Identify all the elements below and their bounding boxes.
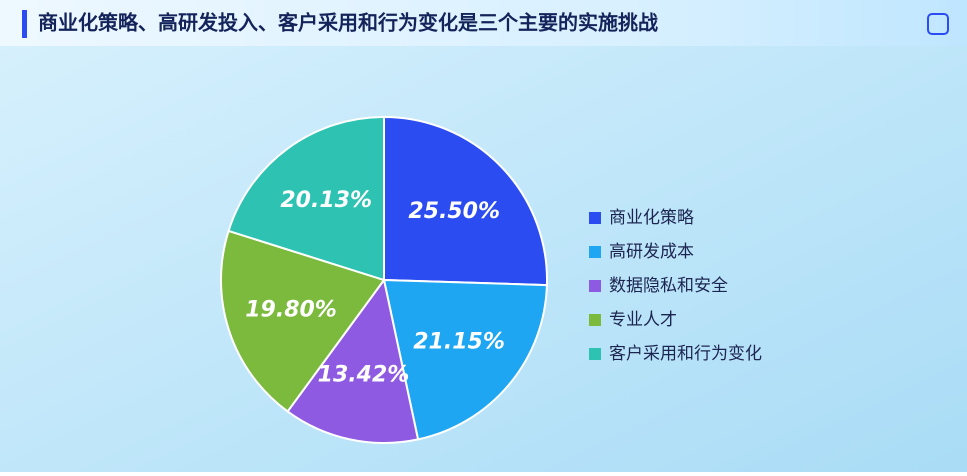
- pie-slice: [382, 278, 548, 441]
- data-label: 25.50%: [408, 199, 500, 224]
- title-accent: [22, 10, 27, 38]
- legend-swatch: [589, 280, 601, 292]
- legend-label: 专业人才: [609, 310, 677, 330]
- legend-label: 客户采用和行为变化: [609, 344, 762, 364]
- legend-swatch: [589, 246, 601, 258]
- pie-slice: [227, 115, 385, 282]
- pie-slice: [220, 229, 386, 413]
- chart-title: 商业化策略、高研发投入、客户采用和行为变化是三个主要的实施挑战: [38, 11, 658, 35]
- header-bar: [0, 0, 967, 46]
- pie-slice: [286, 277, 420, 444]
- legend-label: 高研发成本: [609, 242, 694, 262]
- legend-swatch: [589, 212, 601, 224]
- pie-slice: [383, 115, 548, 287]
- logo-icon: [927, 13, 949, 35]
- legend-label: 商业化策略: [609, 208, 694, 228]
- data-label: 19.80%: [245, 297, 337, 322]
- data-label: 13.42%: [318, 363, 410, 388]
- data-label: 20.13%: [280, 188, 372, 213]
- legend-swatch: [589, 314, 601, 326]
- legend-label: 数据隐私和安全: [609, 276, 728, 296]
- legend-swatch: [589, 348, 601, 360]
- data-label: 21.15%: [413, 330, 505, 355]
